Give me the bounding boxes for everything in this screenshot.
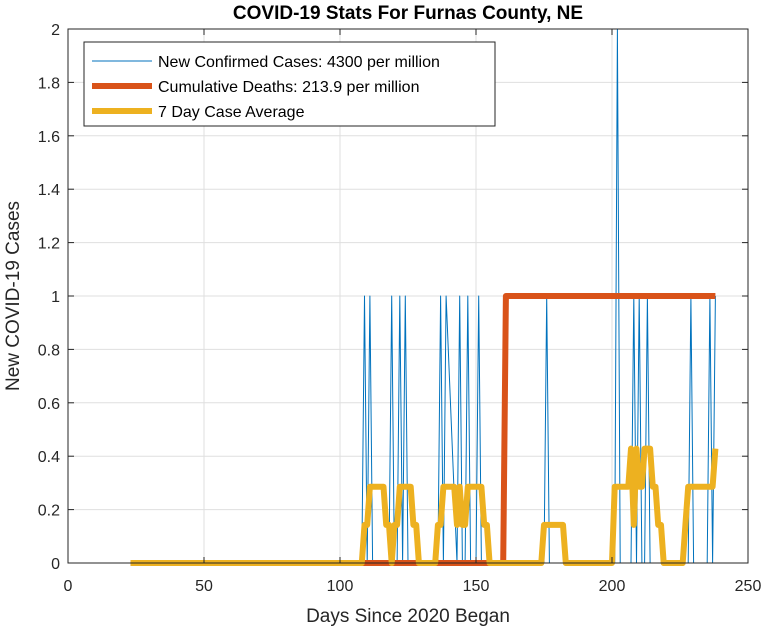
y-tick-label: 0.6	[38, 396, 60, 413]
y-tick-label: 1.4	[38, 182, 60, 199]
y-axis-label: New COVID-19 Cases	[3, 201, 24, 391]
y-tick-label: 0.4	[38, 449, 60, 466]
x-axis-label: Days Since 2020 Began	[306, 606, 510, 627]
x-tick-label: 100	[327, 578, 354, 595]
legend-label-2: Cumulative Deaths: 213.9 per million	[158, 79, 419, 96]
legend-label-3: 7 Day Case Average	[158, 104, 305, 121]
y-tick-label: 2	[51, 22, 60, 39]
legend-box	[83, 41, 496, 127]
x-tick-label: 50	[195, 578, 213, 595]
legend-label-1: New Confirmed Cases: 4300 per million	[158, 54, 440, 71]
y-tick-label: 1.6	[38, 129, 60, 146]
series-line-3	[130, 445, 719, 566]
y-tick-label: 0	[51, 556, 60, 573]
y-tick-label: 1	[51, 289, 60, 306]
y-tick-label: 1.2	[38, 236, 60, 253]
x-tick-label: 0	[64, 578, 73, 595]
x-tick-label: 150	[463, 578, 490, 595]
chart-title: COVID-19 Stats For Furnas County, NE	[233, 3, 583, 24]
y-tick-label: 0.8	[38, 342, 60, 359]
legend: New Confirmed Cases: 4300 per million Cum…	[83, 41, 496, 127]
x-tick-label: 200	[599, 578, 626, 595]
axis-ticks: 0 50 100 150 200 250 0 0.2 0.4 0.6 0.8 1 1.2 1.4 1.6 1.…	[38, 22, 762, 595]
y-tick-label: 1.8	[38, 75, 60, 92]
series-line-2	[130, 293, 716, 566]
y-tick-label: 0.2	[38, 503, 60, 520]
x-tick-label: 250	[735, 578, 762, 595]
